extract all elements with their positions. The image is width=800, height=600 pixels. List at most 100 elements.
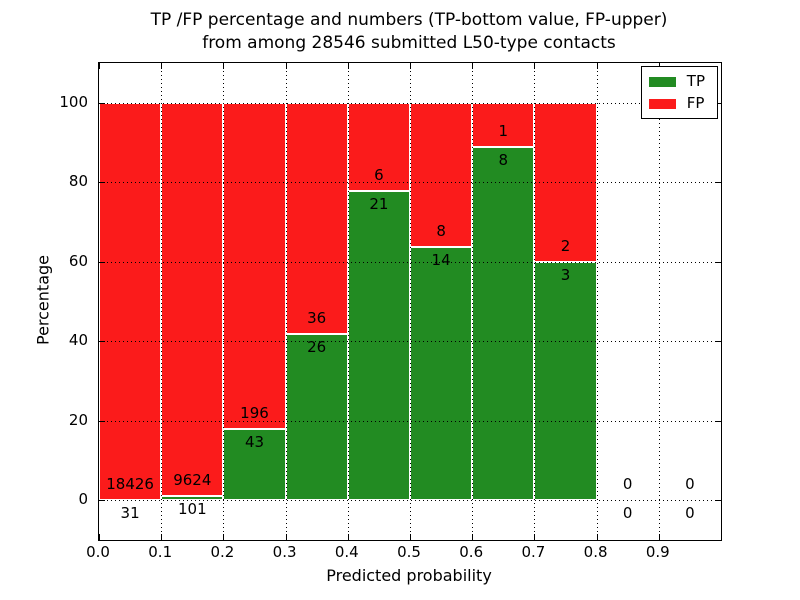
tp-count-label: 26 (307, 337, 327, 356)
fp-legend-swatch (648, 98, 676, 109)
y-tick-mark-right (715, 261, 721, 263)
x-tick-mark-top (534, 63, 536, 69)
y-tick-mark (99, 261, 105, 263)
x-tick-mark (99, 534, 100, 540)
tp-count-label: 101 (177, 500, 207, 519)
bar-fp-segment (161, 102, 224, 497)
x-tick-label: 0.1 (148, 543, 173, 561)
y-tick-mark (99, 182, 105, 184)
chart-title: TP /FP percentage and numbers (TP-bottom… (98, 9, 720, 55)
fp-count-label: 9624 (173, 471, 212, 490)
fp-count-label: 0 (622, 475, 633, 494)
bar-tp-segment (534, 261, 597, 501)
chart-title-line2: from among 28546 submitted L50-type cont… (202, 33, 616, 53)
tp-count-label: 14 (431, 251, 451, 270)
gridline-x (161, 63, 163, 540)
x-tick-mark (223, 534, 225, 540)
legend-item-tp: TP (648, 72, 705, 90)
bar-fp-segment (410, 102, 473, 248)
x-tick-label: 0.6 (459, 543, 484, 561)
gridline-x (410, 63, 411, 540)
legend: TP FP (640, 66, 718, 119)
x-tick-mark-top (161, 63, 163, 69)
tp-count-label: 0 (685, 504, 695, 523)
bar-tp-segment (347, 191, 410, 501)
y-tick-mark (99, 500, 105, 502)
tp-count-label: 43 (244, 432, 265, 451)
y-tick-mark-right (715, 341, 721, 343)
x-tick-mark (596, 534, 598, 540)
gridline-x (596, 63, 598, 540)
y-tick-label: 100 (59, 92, 88, 111)
bar-fp-segment (99, 102, 162, 500)
x-axis-label: Predicted probability (326, 566, 492, 585)
gridline-x (472, 63, 474, 540)
y-tick-label: 0 (78, 490, 88, 509)
x-tick-mark (161, 534, 163, 540)
gridline-x (347, 63, 349, 540)
y-tick-mark-right (715, 182, 721, 184)
gridline-x (285, 63, 287, 540)
gridline-x (223, 63, 225, 540)
fp-count-label: 8 (436, 222, 446, 241)
tp-count-label: 21 (369, 195, 389, 214)
bar-tp-segment (410, 247, 473, 501)
x-tick-mark-top (596, 63, 598, 69)
x-tick-label: 0.8 (583, 543, 608, 561)
x-tick-mark (658, 534, 660, 540)
x-tick-label: 0.2 (210, 543, 235, 561)
plot-area: TP FP 18426 31 9624 101 196 43 36 26 6 21 8 14 1 8 2 3 0 0… (98, 62, 722, 541)
legend-item-fp: FP (648, 96, 705, 111)
fp-count-label: 6 (374, 166, 384, 185)
bar-fp-segment (285, 102, 348, 334)
y-tick-label: 40 (68, 331, 88, 350)
y-tick-mark (99, 420, 105, 422)
x-tick-mark (410, 534, 411, 540)
x-tick-mark-top (223, 63, 225, 69)
y-tick-label: 20 (68, 410, 88, 429)
y-tick-mark-right (715, 420, 721, 422)
gridline-x (534, 63, 536, 540)
y-tick-mark (99, 341, 105, 343)
bar-tp-segment (472, 146, 535, 501)
bar-fp-segment (472, 102, 535, 147)
y-tick-label: 60 (68, 251, 88, 270)
tp-count-label: 0 (622, 504, 633, 523)
x-tick-mark-top (410, 63, 411, 69)
y-tick-mark-right (715, 102, 721, 104)
tp-count-label: 3 (560, 265, 571, 284)
tp-count-label: 31 (120, 503, 140, 522)
bar-fp-segment (347, 102, 410, 192)
gridline-x (658, 63, 660, 540)
fp-count-label: 18426 (106, 474, 154, 493)
legend-label: TP (686, 72, 705, 90)
x-tick-mark (285, 534, 287, 540)
y-tick-mark (99, 102, 105, 104)
x-tick-label: 0.4 (334, 543, 359, 561)
x-tick-label: 0.0 (86, 543, 110, 561)
x-tick-mark (472, 534, 474, 540)
y-tick-mark-right (715, 500, 721, 502)
bar-tp-segment (285, 333, 348, 501)
fp-count-label: 196 (240, 403, 269, 422)
x-tick-label: 0.7 (521, 543, 546, 561)
bar-tp-segment (223, 428, 286, 501)
y-tick-label: 80 (68, 172, 88, 191)
x-tick-mark-top (285, 63, 287, 69)
tp-count-label: 8 (498, 150, 509, 169)
x-tick-label: 0.5 (397, 543, 421, 561)
x-tick-mark-top (99, 63, 100, 69)
x-tick-label: 0.3 (272, 543, 297, 561)
x-tick-mark-top (472, 63, 474, 69)
x-tick-label: 0.9 (645, 543, 670, 561)
fp-count-label: 2 (560, 236, 571, 255)
bar-fp-segment (223, 102, 286, 429)
x-tick-mark-top (347, 63, 349, 69)
tp-legend-swatch (648, 76, 676, 87)
fp-count-label: 36 (307, 308, 327, 327)
fp-count-label: 0 (685, 475, 695, 494)
x-tick-mark (534, 534, 536, 540)
chart-title-line1: TP /FP percentage and numbers (TP-bottom… (150, 10, 668, 30)
x-tick-mark (347, 534, 349, 540)
